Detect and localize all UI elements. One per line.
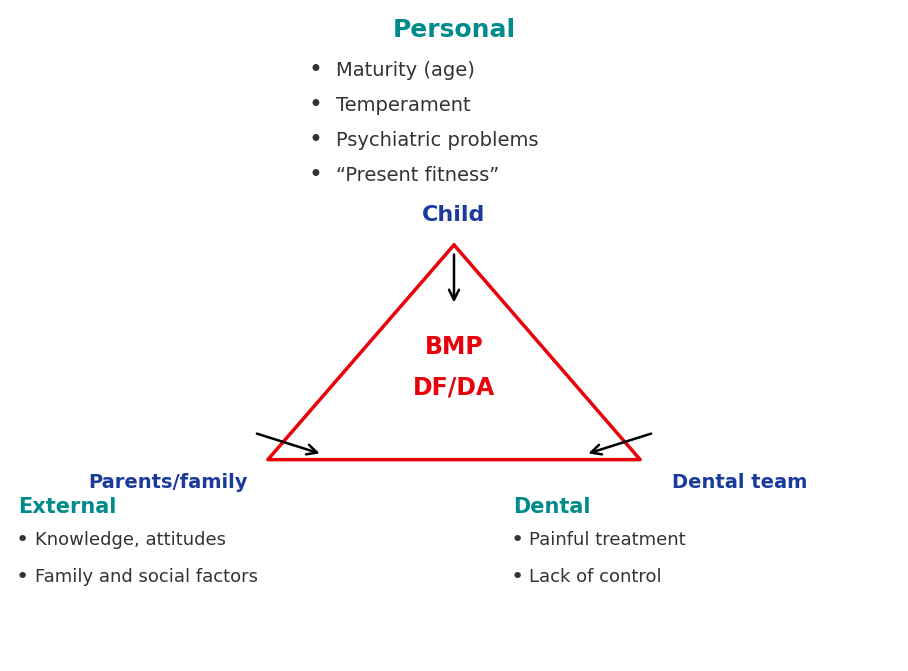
- Text: Child: Child: [422, 205, 486, 225]
- Text: Temperament: Temperament: [336, 96, 470, 115]
- Text: Family and social factors: Family and social factors: [35, 568, 258, 586]
- Text: Psychiatric problems: Psychiatric problems: [336, 131, 538, 150]
- Text: •: •: [15, 530, 29, 550]
- Text: Lack of control: Lack of control: [529, 568, 662, 586]
- Text: Painful treatment: Painful treatment: [529, 531, 686, 549]
- Text: •: •: [309, 163, 322, 187]
- Text: •: •: [510, 567, 524, 587]
- Text: Personal: Personal: [392, 18, 516, 42]
- Text: •: •: [309, 93, 322, 117]
- Text: DF/DA: DF/DA: [413, 375, 495, 399]
- Text: External: External: [18, 497, 116, 517]
- Text: •: •: [309, 128, 322, 152]
- Text: “Present fitness”: “Present fitness”: [336, 166, 499, 185]
- Text: Parents/family: Parents/family: [88, 473, 248, 492]
- Text: •: •: [15, 567, 29, 587]
- Text: Knowledge, attitudes: Knowledge, attitudes: [35, 531, 225, 549]
- Text: Maturity (age): Maturity (age): [336, 61, 475, 80]
- Text: Dental team: Dental team: [672, 473, 808, 492]
- Text: Dental: Dental: [513, 497, 590, 517]
- Text: •: •: [510, 530, 524, 550]
- Text: BMP: BMP: [425, 335, 483, 359]
- Text: •: •: [309, 58, 322, 83]
